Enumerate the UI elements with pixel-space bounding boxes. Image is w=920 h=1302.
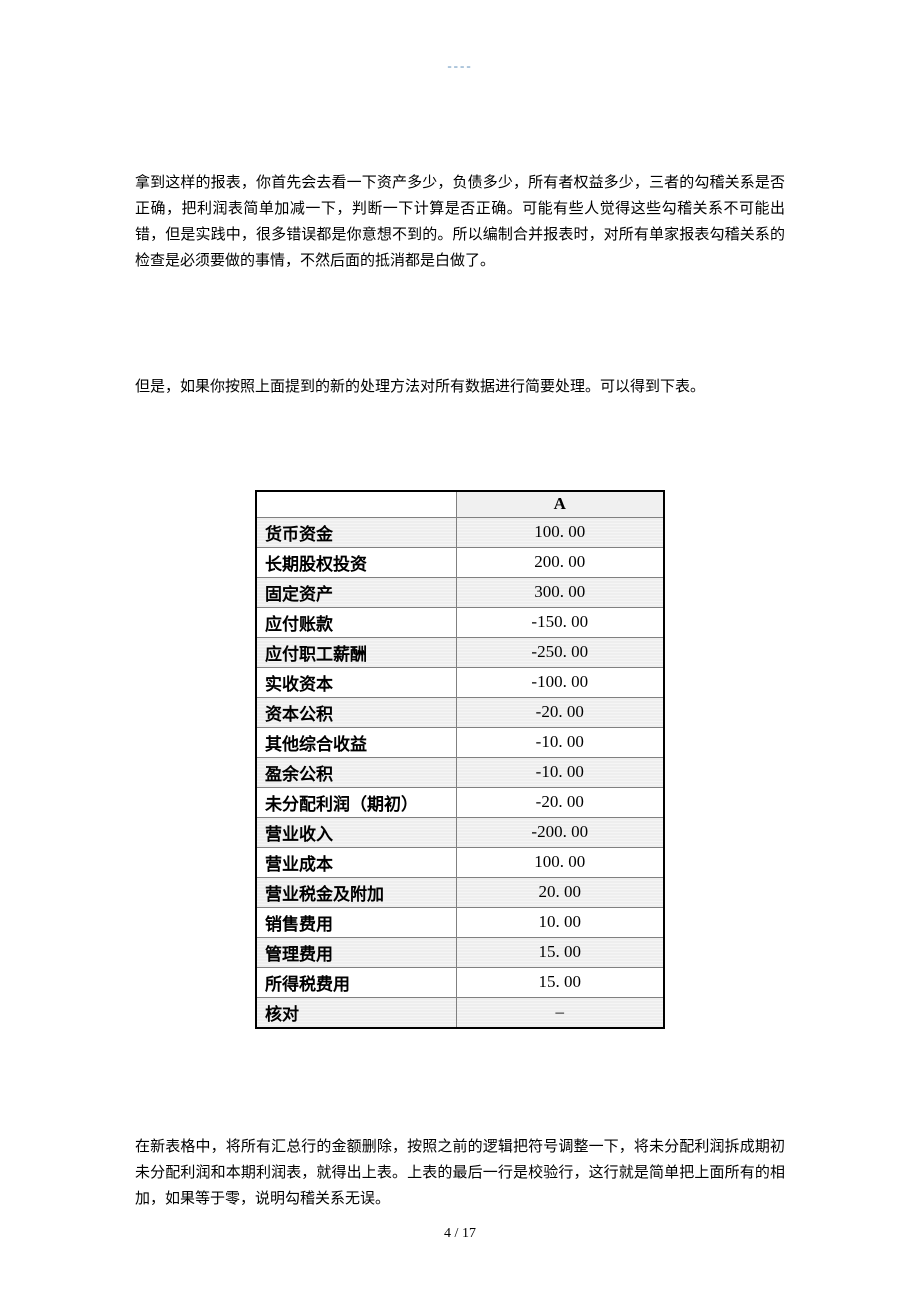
row-value: -10. 00 bbox=[456, 757, 664, 787]
row-label: 其他综合收益 bbox=[256, 727, 456, 757]
table-header-blank bbox=[256, 491, 456, 517]
row-label: 资本公积 bbox=[256, 697, 456, 727]
row-label: 实收资本 bbox=[256, 667, 456, 697]
row-value: -20. 00 bbox=[456, 787, 664, 817]
row-label: 核对 bbox=[256, 997, 456, 1028]
table-row: 资本公积-20. 00 bbox=[256, 697, 664, 727]
table-row: 长期股权投资200. 00 bbox=[256, 547, 664, 577]
row-value: 200. 00 bbox=[456, 547, 664, 577]
paragraph-3: 在新表格中，将所有汇总行的金额删除，按照之前的逻辑把符号调整一下，将未分配利润拆… bbox=[135, 1134, 785, 1212]
row-label: 营业成本 bbox=[256, 847, 456, 877]
row-label: 管理费用 bbox=[256, 937, 456, 967]
row-label: 营业收入 bbox=[256, 817, 456, 847]
table-header-row: A bbox=[256, 491, 664, 517]
table-row: 货币资金100. 00 bbox=[256, 517, 664, 547]
header-marker: ---- bbox=[447, 58, 472, 74]
table-row: 实收资本-100. 00 bbox=[256, 667, 664, 697]
row-value: 20. 00 bbox=[456, 877, 664, 907]
paragraph-1: 拿到这样的报表，你首先会去看一下资产多少，负债多少，所有者权益多少，三者的勾稽关… bbox=[135, 170, 785, 274]
financial-table: A 货币资金100. 00 长期股权投资200. 00 固定资产300. 00 … bbox=[255, 490, 665, 1029]
row-label: 销售费用 bbox=[256, 907, 456, 937]
table-header-a: A bbox=[456, 491, 664, 517]
paragraph-2: 但是，如果你按照上面提到的新的处理方法对所有数据进行简要处理。可以得到下表。 bbox=[135, 374, 785, 400]
row-value: – bbox=[456, 997, 664, 1028]
row-value: 15. 00 bbox=[456, 967, 664, 997]
row-label: 固定资产 bbox=[256, 577, 456, 607]
table-row: 应付账款-150. 00 bbox=[256, 607, 664, 637]
row-label: 应付职工薪酬 bbox=[256, 637, 456, 667]
table-row: 未分配利润（期初）-20. 00 bbox=[256, 787, 664, 817]
row-value: -100. 00 bbox=[456, 667, 664, 697]
row-value: -10. 00 bbox=[456, 727, 664, 757]
table-row: 其他综合收益-10. 00 bbox=[256, 727, 664, 757]
financial-table-container: A 货币资金100. 00 长期股权投资200. 00 固定资产300. 00 … bbox=[255, 490, 665, 1029]
row-value: 100. 00 bbox=[456, 517, 664, 547]
table-body: 货币资金100. 00 长期股权投资200. 00 固定资产300. 00 应付… bbox=[256, 517, 664, 1028]
row-label: 应付账款 bbox=[256, 607, 456, 637]
page-number: 4 / 17 bbox=[444, 1226, 476, 1242]
table-row: 所得税费用15. 00 bbox=[256, 967, 664, 997]
row-value: 15. 00 bbox=[456, 937, 664, 967]
table-row: 固定资产300. 00 bbox=[256, 577, 664, 607]
table-row: 营业收入-200. 00 bbox=[256, 817, 664, 847]
row-label: 盈余公积 bbox=[256, 757, 456, 787]
row-label: 长期股权投资 bbox=[256, 547, 456, 577]
row-label: 营业税金及附加 bbox=[256, 877, 456, 907]
row-label: 未分配利润（期初） bbox=[256, 787, 456, 817]
table-row: 营业成本100. 00 bbox=[256, 847, 664, 877]
table-row: 管理费用15. 00 bbox=[256, 937, 664, 967]
row-value: 300. 00 bbox=[456, 577, 664, 607]
table-row: 营业税金及附加20. 00 bbox=[256, 877, 664, 907]
row-label: 货币资金 bbox=[256, 517, 456, 547]
table-row: 核对– bbox=[256, 997, 664, 1028]
table-row: 销售费用10. 00 bbox=[256, 907, 664, 937]
row-value: 10. 00 bbox=[456, 907, 664, 937]
row-label: 所得税费用 bbox=[256, 967, 456, 997]
row-value: -150. 00 bbox=[456, 607, 664, 637]
table-row: 盈余公积-10. 00 bbox=[256, 757, 664, 787]
row-value: 100. 00 bbox=[456, 847, 664, 877]
document-content: 拿到这样的报表，你首先会去看一下资产多少，负债多少，所有者权益多少，三者的勾稽关… bbox=[0, 0, 920, 1212]
table-row: 应付职工薪酬-250. 00 bbox=[256, 637, 664, 667]
row-value: -200. 00 bbox=[456, 817, 664, 847]
row-value: -20. 00 bbox=[456, 697, 664, 727]
row-value: -250. 00 bbox=[456, 637, 664, 667]
